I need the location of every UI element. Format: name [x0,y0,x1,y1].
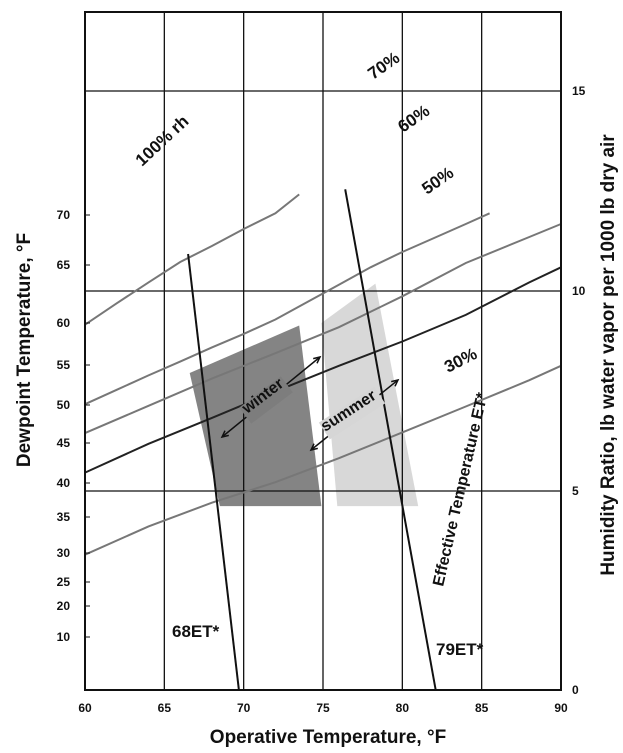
rh-label-60: 60% [394,101,433,136]
right-tick-label: 15 [572,84,586,98]
right-tick-label: 5 [572,484,579,498]
rh-label-70: 70% [364,48,403,83]
left-tick-label: 10 [57,630,71,644]
x-tick-label: 85 [475,701,489,715]
x-tick-label: 80 [396,701,410,715]
rh-curves [84,193,562,556]
rh-curve-60 [84,223,562,435]
et-line-68et [187,253,240,691]
x-axis-title: Operative Temperature, °F [210,727,446,748]
et-line-79et [344,189,437,691]
et-label-79: 79ET* [436,640,484,659]
x-tick-label: 65 [158,701,172,715]
right-axis-title: Humidity Ratio, lb water vapor per 1000 … [598,134,619,576]
winter-arrow-head-end [313,355,322,364]
x-tick-label: 75 [316,701,330,715]
rh-label-30: 30% [441,344,480,376]
comfort-zones [189,283,419,507]
rh-label-50: 50% [418,163,457,198]
tick-labels: 60 65 70 75 80 85 90 10 20 25 30 35 40 45 50 55 60 65 70 0 5… [57,84,586,715]
winter-label-bg [239,376,293,424]
left-tick-label: 25 [57,575,71,589]
rh-curve-30 [84,364,562,556]
right-tick-label: 10 [572,284,586,298]
left-tick-label: 65 [57,258,71,272]
et-axis-annotation: Effective Temperature ET* [430,390,491,587]
summer-label-bg [318,386,386,440]
rh-curve-100 [84,193,300,326]
grid-lines [85,12,561,690]
rh-label-100: 100% rh [132,112,193,170]
summer-arrow-head-end [391,378,400,387]
rh-curve-70 [84,212,491,406]
left-tick-label: 35 [57,510,71,524]
left-tick-label: 70 [57,208,71,222]
left-tick-label: 50 [57,398,71,412]
left-tick-label: 55 [57,358,71,372]
et-lines [187,189,437,691]
winter-arrow-head-start [220,430,229,439]
right-tick-label: 0 [572,683,579,697]
left-tick-label: 30 [57,546,71,560]
et-label-68: 68ET* [172,622,220,641]
left-axis-title: Dewpoint Temperature, °F [14,233,35,467]
left-tick-label: 45 [57,436,71,450]
x-tick-label: 70 [237,701,251,715]
left-tick-label: 20 [57,599,71,613]
plot-frame [84,11,562,691]
x-tick-label: 60 [78,701,92,715]
rh-curve-50 [84,266,562,474]
left-tick-label: 40 [57,476,71,490]
summer-arrow-head-start [309,443,318,452]
x-tick-label: 90 [554,701,568,715]
left-tick-label: 60 [57,316,71,330]
